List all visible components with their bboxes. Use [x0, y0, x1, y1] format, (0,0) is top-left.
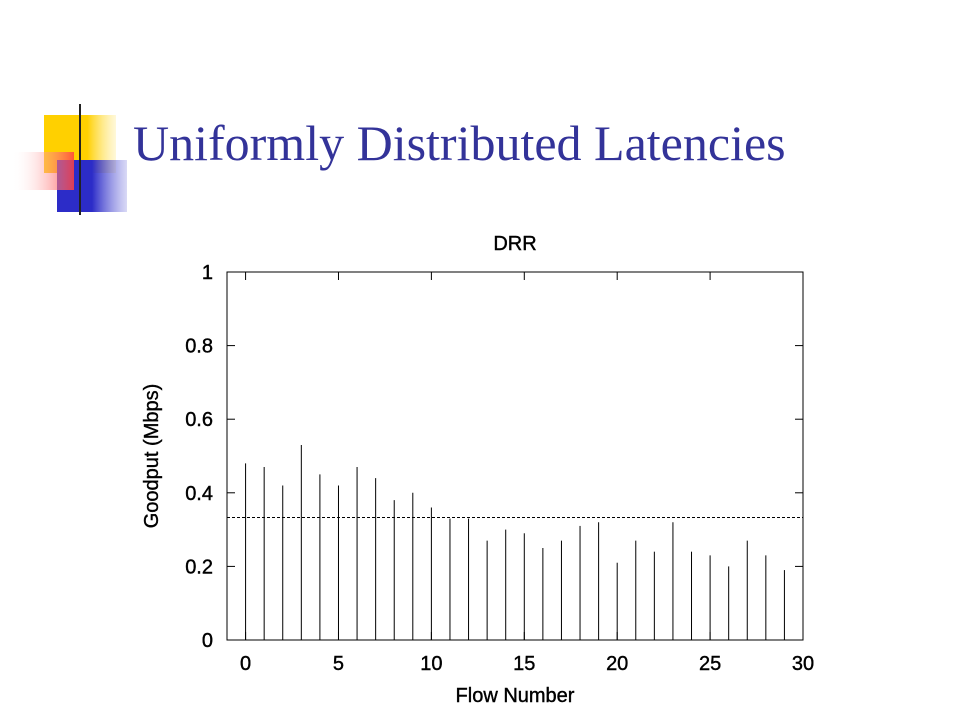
x-tick-label: 30	[792, 653, 814, 675]
y-tick-label: 0.8	[185, 336, 213, 358]
x-axis-label: Flow Number	[456, 685, 575, 707]
slide-title: Uniformly Distributed Latencies	[133, 115, 786, 171]
chart: DRR Flow Number Goodput (Mbps) 0 0.2 0.4 0.6 0.…	[141, 233, 815, 707]
x-tick-label: 15	[513, 653, 535, 675]
x-tick-label: 20	[606, 653, 628, 675]
y-tick-label: 0.4	[185, 483, 213, 505]
y-tick-label: 0.6	[185, 409, 213, 431]
plot-frame	[226, 271, 804, 641]
chart-title: DRR	[493, 233, 536, 255]
x-tick-label: 5	[333, 653, 344, 675]
deco	[12, 152, 74, 190]
y-axis-label: Goodput (Mbps)	[141, 384, 163, 529]
y-tick-label: 1	[202, 262, 213, 284]
y-tick-label: 0.2	[185, 556, 213, 578]
x-tick-label: 0	[240, 653, 251, 675]
x-tick-label: 10	[420, 653, 442, 675]
y-tick-label: 0	[202, 630, 213, 652]
x-tick-label: 25	[699, 653, 721, 675]
